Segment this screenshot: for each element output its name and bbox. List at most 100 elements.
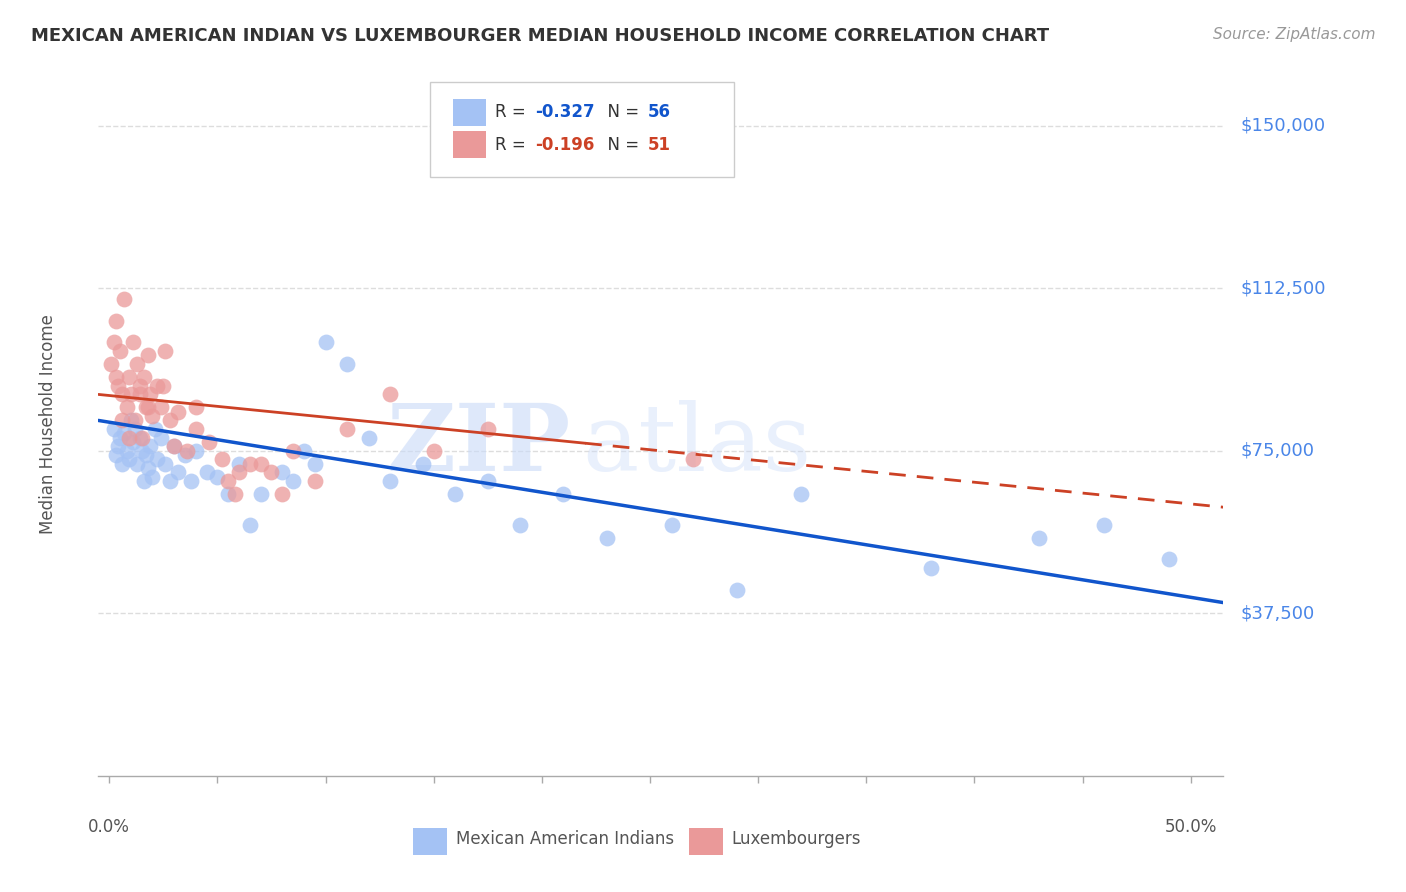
Point [249, 457, 271, 471]
Text: 51: 51 [647, 136, 671, 154]
Text: Luxembourgers: Luxembourgers [731, 830, 862, 848]
Point [239, 517, 262, 532]
Point [127, 357, 149, 371]
Point [661, 517, 683, 532]
Point [920, 561, 942, 575]
Point [150, 431, 173, 445]
Point [104, 370, 127, 384]
Text: R =: R = [495, 136, 531, 154]
Point [155, 344, 177, 359]
Text: Median Household Income: Median Household Income [39, 314, 56, 533]
Point [211, 452, 233, 467]
Text: -0.196: -0.196 [534, 136, 595, 154]
Point [139, 387, 162, 401]
Point [103, 335, 125, 350]
Point [155, 457, 177, 471]
Point [120, 413, 142, 427]
FancyBboxPatch shape [453, 99, 486, 126]
Point [128, 387, 150, 401]
Point [104, 314, 127, 328]
Point [217, 474, 239, 488]
Point [122, 435, 145, 450]
Text: N =: N = [596, 103, 644, 121]
Point [120, 387, 142, 401]
Point [111, 387, 134, 401]
Point [107, 378, 129, 392]
Point [115, 443, 138, 458]
Point [509, 517, 531, 532]
Point [118, 370, 141, 384]
Point [412, 457, 434, 471]
Point [174, 448, 197, 462]
Point [131, 431, 153, 445]
FancyBboxPatch shape [413, 828, 447, 855]
Point [118, 452, 141, 467]
Text: R =: R = [495, 103, 531, 121]
Point [139, 440, 162, 454]
Point [136, 348, 159, 362]
Point [159, 474, 181, 488]
Point [197, 435, 219, 450]
Point [131, 443, 153, 458]
Point [124, 413, 146, 427]
Text: 0.0%: 0.0% [89, 818, 131, 837]
Point [682, 452, 704, 467]
Point [224, 487, 246, 501]
Point [281, 443, 304, 458]
Point [184, 443, 207, 458]
Point [112, 292, 135, 306]
Point [271, 487, 294, 501]
Point [132, 474, 155, 488]
Point [477, 474, 499, 488]
Text: atlas: atlas [582, 400, 811, 490]
Point [304, 457, 326, 471]
Point [228, 457, 250, 471]
Text: -0.327: -0.327 [534, 103, 595, 121]
Point [357, 431, 380, 445]
Point [167, 466, 190, 480]
Point [184, 401, 207, 415]
Point [163, 440, 186, 454]
Text: 50.0%: 50.0% [1164, 818, 1218, 837]
Point [128, 431, 150, 445]
Point [163, 440, 186, 454]
Point [122, 335, 145, 350]
Point [107, 440, 129, 454]
Point [167, 405, 190, 419]
Point [477, 422, 499, 436]
Point [143, 422, 166, 436]
Text: 56: 56 [647, 103, 671, 121]
Point [136, 401, 159, 415]
Point [553, 487, 575, 501]
Point [135, 401, 157, 415]
Point [195, 466, 218, 480]
Point [136, 461, 159, 475]
Text: MEXICAN AMERICAN INDIAN VS LUXEMBOURGER MEDIAN HOUSEHOLD INCOME CORRELATION CHAR: MEXICAN AMERICAN INDIAN VS LUXEMBOURGER … [31, 27, 1049, 45]
Point [281, 474, 304, 488]
Point [159, 413, 181, 427]
Text: $37,500: $37,500 [1240, 605, 1315, 623]
Point [184, 422, 207, 436]
Point [118, 431, 141, 445]
Point [292, 443, 315, 458]
Point [422, 443, 444, 458]
Text: $75,000: $75,000 [1240, 442, 1315, 459]
Point [176, 443, 198, 458]
FancyBboxPatch shape [430, 82, 734, 177]
Point [1028, 531, 1050, 545]
Point [217, 487, 239, 501]
Point [135, 448, 157, 462]
Point [127, 457, 149, 471]
Point [1092, 517, 1115, 532]
Point [128, 378, 150, 392]
Point [108, 431, 131, 445]
Point [228, 466, 250, 480]
Point [207, 470, 229, 484]
Point [596, 531, 619, 545]
Point [150, 401, 173, 415]
Point [271, 466, 294, 480]
Text: Source: ZipAtlas.com: Source: ZipAtlas.com [1212, 27, 1375, 42]
Point [141, 470, 163, 484]
Point [103, 422, 125, 436]
Point [124, 422, 146, 436]
